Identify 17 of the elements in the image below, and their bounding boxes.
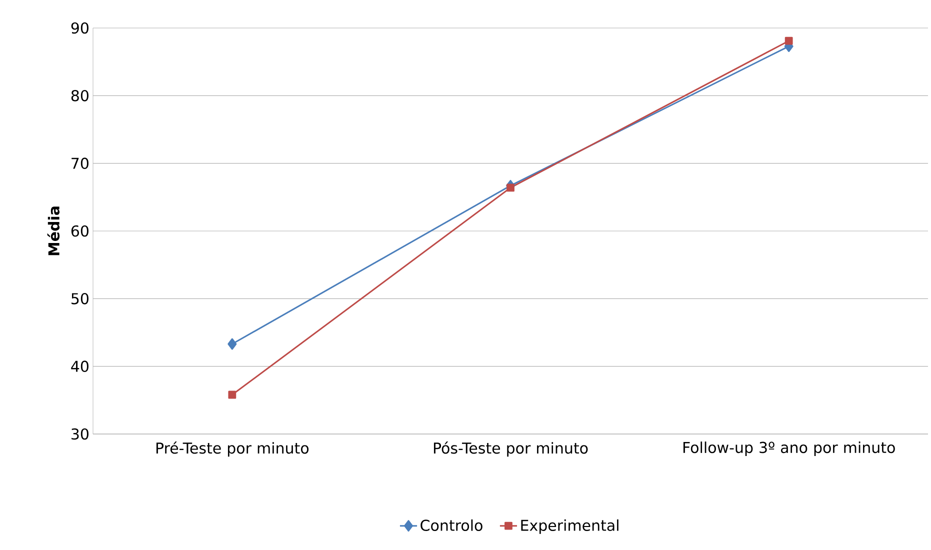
y-tick-label: 50 [72,292,88,304]
legend-label: Controlo [420,519,482,532]
x-tick-label: Pré-Teste por minuto [156,442,309,457]
point [784,36,793,45]
y-tick-label: 60 [71,225,88,237]
point [506,184,514,192]
x-tick-label: Pós-Teste por minuto [434,442,588,457]
y-axis-title: Média [47,206,60,256]
x-tick-label: Follow-up 3º ano por minuto [683,442,895,456]
y-tick-label: 70 [72,158,88,170]
point [228,390,236,399]
y-tick-label: 90 [71,22,88,34]
legend-label: Experimental [521,519,618,534]
y-tick-label: 30 [72,428,88,440]
point [228,338,237,350]
y-tick-label: 80 [71,90,88,102]
y-tick-label: 40 [71,360,88,372]
